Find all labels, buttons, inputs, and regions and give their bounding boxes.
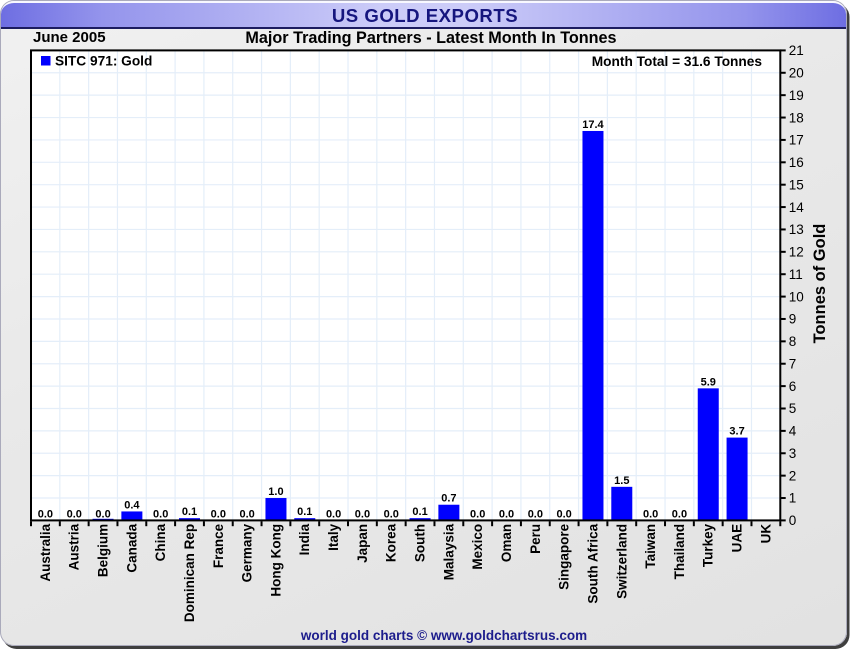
svg-text:Mexico: Mexico (470, 524, 485, 570)
svg-text:0.0: 0.0 (211, 508, 226, 520)
svg-text:Hong Kong: Hong Kong (268, 524, 283, 597)
svg-text:10: 10 (789, 289, 804, 304)
svg-text:0.1: 0.1 (297, 506, 312, 518)
svg-text:Switzerland: Switzerland (614, 524, 629, 599)
svg-text:0.0: 0.0 (528, 508, 543, 520)
svg-text:1: 1 (789, 491, 797, 506)
svg-text:20: 20 (789, 66, 804, 81)
svg-text:6: 6 (789, 379, 797, 394)
svg-text:Month Total = 31.6 Tonnes: Month Total = 31.6 Tonnes (592, 54, 763, 69)
svg-text:0.0: 0.0 (38, 508, 53, 520)
svg-text:0.0: 0.0 (355, 508, 370, 520)
svg-text:0.7: 0.7 (441, 493, 456, 505)
svg-text:0.0: 0.0 (67, 508, 82, 520)
svg-text:South: South (413, 524, 428, 562)
svg-text:0.0: 0.0 (557, 508, 572, 520)
svg-text:0.0: 0.0 (672, 508, 687, 520)
svg-text:1.0: 1.0 (268, 486, 283, 498)
svg-text:19: 19 (789, 88, 804, 103)
svg-text:Malaysia: Malaysia (441, 523, 456, 580)
svg-text:Thailand: Thailand (672, 524, 687, 580)
svg-text:Japan: Japan (355, 524, 370, 563)
svg-text:0.0: 0.0 (239, 508, 254, 520)
svg-text:0.0: 0.0 (499, 508, 514, 520)
svg-text:Taiwan: Taiwan (643, 524, 658, 569)
svg-text:13: 13 (789, 222, 804, 237)
svg-text:Italy: Italy (326, 523, 341, 551)
svg-text:Germany: Germany (240, 523, 255, 582)
svg-text:0: 0 (789, 513, 797, 528)
svg-text:21: 21 (789, 43, 804, 58)
svg-text:0.0: 0.0 (470, 508, 485, 520)
svg-text:India: India (297, 523, 312, 555)
svg-text:17: 17 (789, 133, 804, 148)
svg-text:China: China (153, 523, 168, 561)
svg-text:Korea: Korea (384, 523, 399, 562)
svg-text:0.0: 0.0 (643, 508, 658, 520)
svg-text:3.7: 3.7 (729, 426, 744, 438)
svg-text:8: 8 (789, 334, 797, 349)
svg-text:7: 7 (789, 356, 797, 371)
svg-text:Turkey: Turkey (701, 523, 716, 567)
svg-text:0.0: 0.0 (153, 508, 168, 520)
svg-text:0.1: 0.1 (412, 506, 427, 518)
svg-text:UK: UK (758, 524, 773, 544)
svg-text:Australia: Australia (38, 523, 53, 581)
svg-text:1.5: 1.5 (614, 475, 629, 487)
svg-text:14: 14 (789, 200, 805, 215)
svg-text:Austria: Austria (67, 523, 82, 570)
svg-text:12: 12 (789, 245, 804, 260)
svg-text:Belgium: Belgium (96, 524, 111, 577)
svg-text:17.4: 17.4 (582, 119, 604, 131)
svg-text:0.0: 0.0 (384, 508, 399, 520)
svg-text:2: 2 (789, 468, 797, 483)
svg-text:Singapore: Singapore (557, 523, 572, 590)
svg-text:France: France (211, 523, 226, 568)
svg-text:SITC 971: Gold: SITC 971: Gold (55, 54, 152, 69)
svg-text:15: 15 (789, 177, 804, 192)
svg-text:5: 5 (789, 401, 797, 416)
svg-text:11: 11 (789, 267, 803, 282)
svg-text:South Africa: South Africa (585, 523, 600, 603)
svg-text:9: 9 (789, 312, 797, 327)
svg-text:Oman: Oman (499, 524, 514, 562)
svg-text:16: 16 (789, 155, 804, 170)
svg-text:5.9: 5.9 (701, 376, 716, 388)
svg-text:0.4: 0.4 (124, 499, 140, 511)
svg-text:0.1: 0.1 (182, 506, 197, 518)
svg-text:3: 3 (789, 446, 797, 461)
svg-text:Dominican Rep: Dominican Rep (182, 524, 197, 622)
svg-text:0.0: 0.0 (326, 508, 341, 520)
svg-text:UAE: UAE (730, 524, 745, 553)
svg-text:0.0: 0.0 (95, 508, 110, 520)
svg-text:4: 4 (789, 424, 797, 439)
svg-text:Tonnes of Gold: Tonnes of Gold (811, 224, 829, 344)
svg-text:Canada: Canada (124, 523, 139, 572)
svg-text:18: 18 (789, 110, 804, 125)
svg-text:Peru: Peru (528, 524, 543, 554)
